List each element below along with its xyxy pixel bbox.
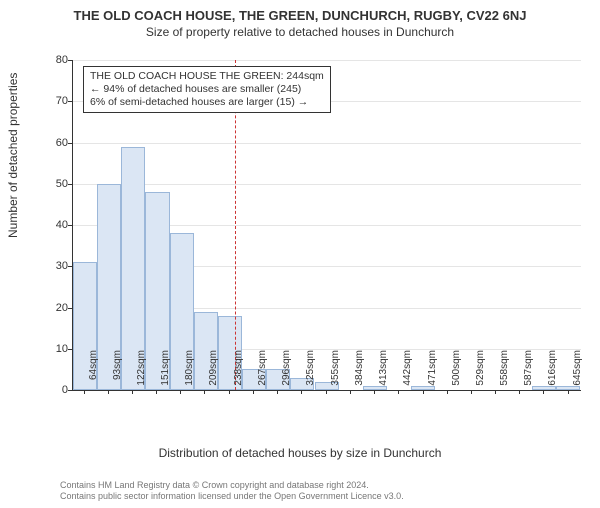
xtick-label: 209sqm	[208, 350, 219, 398]
ytick-label: 60	[44, 137, 68, 149]
xtick-mark	[543, 390, 544, 394]
footer-attribution: Contains HM Land Registry data © Crown c…	[60, 480, 404, 502]
ytick-mark	[68, 60, 72, 61]
xtick-mark	[471, 390, 472, 394]
xtick-label: 355sqm	[330, 350, 341, 398]
xtick-label: 180sqm	[184, 350, 195, 398]
xtick-mark	[350, 390, 351, 394]
xtick-mark	[495, 390, 496, 394]
ytick-label: 30	[44, 260, 68, 272]
ytick-label: 50	[44, 178, 68, 190]
annotation-line-3: 6% of semi-detached houses are larger (1…	[90, 96, 324, 109]
annotation-line-2: ← 94% of detached houses are smaller (24…	[90, 83, 324, 96]
x-axis-label: Distribution of detached houses by size …	[0, 446, 600, 460]
xtick-label: 296sqm	[281, 350, 292, 398]
xtick-mark	[229, 390, 230, 394]
ytick-label: 40	[44, 219, 68, 231]
footer-line-2: Contains public sector information licen…	[60, 491, 404, 502]
ytick-mark	[68, 143, 72, 144]
ytick-mark	[68, 101, 72, 102]
xtick-mark	[84, 390, 85, 394]
xtick-mark	[204, 390, 205, 394]
xtick-label: 384sqm	[354, 350, 365, 398]
page-title: THE OLD COACH HOUSE, THE GREEN, DUNCHURC…	[0, 8, 600, 23]
xtick-label: 64sqm	[88, 350, 99, 398]
gridline-h	[73, 60, 581, 61]
xtick-label: 238sqm	[233, 350, 244, 398]
plot-area: THE OLD COACH HOUSE THE GREEN: 244sqm ← …	[72, 60, 581, 391]
ytick-mark	[68, 308, 72, 309]
xtick-mark	[253, 390, 254, 394]
footer-line-1: Contains HM Land Registry data © Crown c…	[60, 480, 404, 491]
xtick-label: 500sqm	[451, 350, 462, 398]
xtick-mark	[156, 390, 157, 394]
annotation-box: THE OLD COACH HOUSE THE GREEN: 244sqm ← …	[83, 66, 331, 113]
ytick-mark	[68, 184, 72, 185]
xtick-label: 267sqm	[257, 350, 268, 398]
xtick-mark	[447, 390, 448, 394]
xtick-mark	[132, 390, 133, 394]
xtick-label: 529sqm	[475, 350, 486, 398]
xtick-mark	[374, 390, 375, 394]
xtick-label: 325sqm	[305, 350, 316, 398]
xtick-label: 471sqm	[427, 350, 438, 398]
y-axis-label: Number of detached properties	[6, 73, 20, 238]
xtick-mark	[180, 390, 181, 394]
xtick-label: 93sqm	[112, 350, 123, 398]
xtick-label: 587sqm	[523, 350, 534, 398]
xtick-mark	[398, 390, 399, 394]
xtick-label: 645sqm	[572, 350, 583, 398]
xtick-mark	[108, 390, 109, 394]
xtick-label: 442sqm	[402, 350, 413, 398]
ytick-label: 70	[44, 95, 68, 107]
xtick-label: 122sqm	[136, 350, 147, 398]
gridline-h	[73, 184, 581, 185]
ytick-mark	[68, 349, 72, 350]
xtick-label: 616sqm	[547, 350, 558, 398]
ytick-label: 0	[44, 384, 68, 396]
annotation-line-1: THE OLD COACH HOUSE THE GREEN: 244sqm	[90, 70, 324, 83]
gridline-h	[73, 143, 581, 144]
xtick-mark	[423, 390, 424, 394]
xtick-label: 413sqm	[378, 350, 389, 398]
xtick-mark	[326, 390, 327, 394]
xtick-mark	[277, 390, 278, 394]
xtick-label: 558sqm	[499, 350, 510, 398]
xtick-mark	[301, 390, 302, 394]
ytick-mark	[68, 390, 72, 391]
xtick-label: 151sqm	[160, 350, 171, 398]
ytick-mark	[68, 225, 72, 226]
xtick-mark	[519, 390, 520, 394]
ytick-label: 80	[44, 54, 68, 66]
xtick-mark	[568, 390, 569, 394]
histogram-chart: THE OLD COACH HOUSE THE GREEN: 244sqm ← …	[44, 60, 580, 426]
page-subtitle: Size of property relative to detached ho…	[0, 25, 600, 39]
ytick-label: 20	[44, 302, 68, 314]
ytick-mark	[68, 266, 72, 267]
ytick-label: 10	[44, 343, 68, 355]
